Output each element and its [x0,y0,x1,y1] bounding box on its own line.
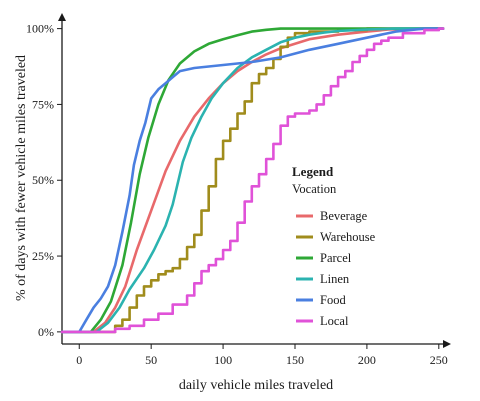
y-axis-ticks: 0% 25% 50% 75% 100% [26,22,62,339]
y-axis-arrowhead [58,13,66,21]
x-tick-label: 100 [214,353,232,367]
x-tick-label: 200 [358,353,376,367]
x-tick-label: 50 [145,353,157,367]
series-line-local [60,27,445,334]
series-line-parcel [60,27,445,334]
y-tick-label: 0% [38,325,54,339]
axes [58,13,451,348]
series-line-linen [60,27,445,334]
x-axis-title: daily vehicle miles traveled [179,378,333,393]
series-line-warehouse [60,27,445,334]
y-axis-title: % of days with fewer vehicle miles trave… [14,55,29,301]
y-tick-label: 100% [26,22,54,36]
series-line-beverage [60,27,445,334]
legend-label-warehouse: Warehouse [320,230,376,244]
legend-title: Legend [292,164,334,179]
series-lines [60,27,445,334]
legend-label-parcel: Parcel [320,251,352,265]
legend-items: Beverage Warehouse Parcel Linen Food Local [296,209,376,328]
legend-subtitle: Vocation [292,182,337,196]
legend-label-food: Food [320,293,346,307]
x-axis-arrowhead [443,340,451,348]
x-tick-label: 250 [430,353,448,367]
legend: Legend Vocation Beverage Warehouse Parcel L… [292,164,376,328]
y-tick-label: 25% [32,249,54,263]
series-line-food [60,27,445,334]
y-tick-label: 75% [32,97,54,111]
legend-label-local: Local [320,314,349,328]
x-axis-ticks: 0 50 100 150 200 250 [76,344,448,367]
x-tick-label: 150 [286,353,304,367]
legend-label-beverage: Beverage [320,209,368,223]
x-tick-label: 0 [76,353,82,367]
y-tick-label: 50% [32,173,54,187]
legend-label-linen: Linen [320,272,350,286]
